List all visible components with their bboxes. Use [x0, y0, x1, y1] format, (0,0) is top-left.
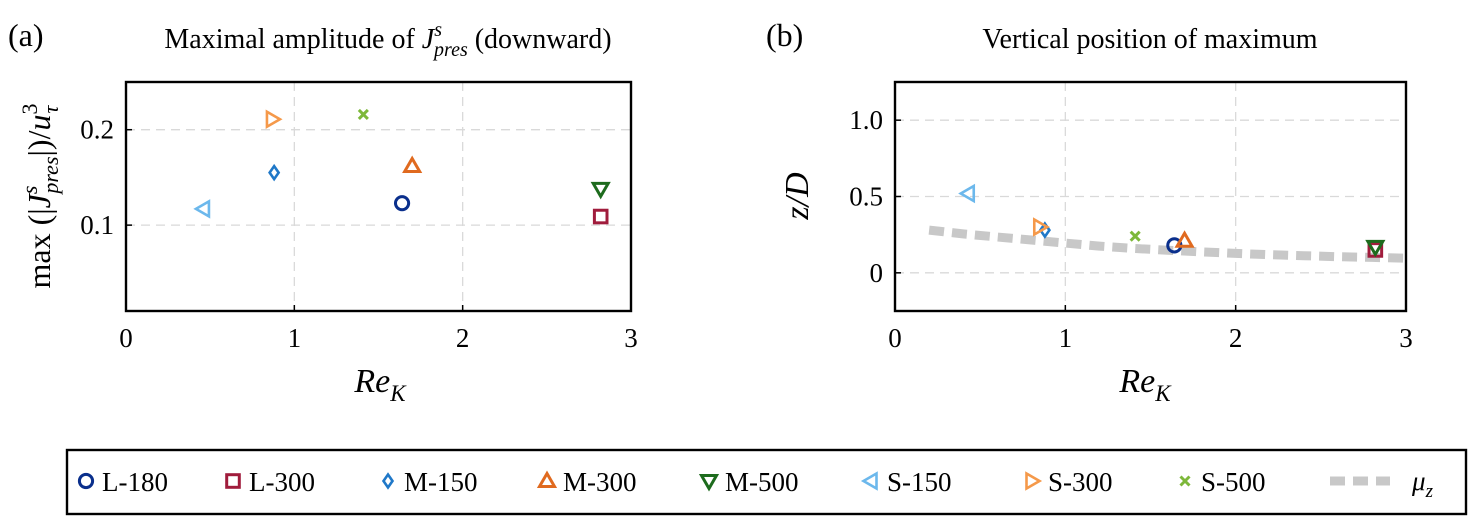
legend-label-l-180: L-180: [102, 467, 168, 497]
panel-a-xtick-label: 1: [288, 323, 302, 353]
panel-b-ytick-label: 1.0: [849, 105, 883, 135]
panel-a: (a) Maximal amplitude of Js pres (downwar…: [8, 17, 638, 406]
panel-b-ytick-label: 0.5: [849, 182, 883, 212]
legend-label-m-300: M-300: [563, 467, 637, 497]
panel-a-xlabel: ReK: [353, 363, 407, 406]
panel-a-label: (a): [8, 17, 44, 53]
legend-marker-s-150: [860, 471, 878, 491]
legend-label-s-300: S-300: [1048, 467, 1113, 497]
panel-b-title: Vertical position of maximum: [982, 24, 1317, 55]
panel-b-xtick-label: 1: [1059, 323, 1073, 353]
panel-a-point-m-300: [402, 155, 423, 173]
panel-b: (b) Vertical position of maximum z/D ReK…: [766, 17, 1413, 406]
panel-b-point-m-300: [1174, 230, 1195, 248]
legend-marker-m-500: [698, 474, 720, 492]
legend-marker-l-300: [225, 473, 241, 489]
panel-a-axes-frame: [124, 80, 633, 313]
mu-z-curve: [928, 225, 1407, 263]
panel-b-xtick-label: 3: [1399, 323, 1413, 353]
legend-label-mu-z: μz: [1411, 466, 1434, 502]
panel-b-xlabel: ReK: [1118, 363, 1172, 406]
legend-marker-s-300: [1025, 471, 1043, 491]
panel-b-point-s-150: [958, 183, 976, 204]
panel-a-xtick-label: 0: [119, 323, 133, 353]
panel-b-xtick-label: 2: [1229, 323, 1243, 353]
panel-b-point-s-500: [1129, 230, 1141, 242]
legend-marker-s-500: [1179, 475, 1191, 487]
panel-a-title: Maximal amplitude of Js pres (downward): [164, 19, 611, 61]
panel-a-point-m-500: [590, 181, 611, 200]
legend-frame: [65, 448, 1468, 516]
panel-b-ytick-label: 0: [870, 258, 884, 288]
panel-a-ytick-label: 0.2: [80, 115, 114, 145]
panel-a-point-m-150: [268, 163, 281, 182]
panel-a-xtick-label: 2: [456, 323, 470, 353]
panel-a-point-s-150: [193, 199, 211, 219]
legend-label-s-150: S-150: [887, 467, 952, 497]
panel-b-point-m-500: [1365, 239, 1386, 258]
panel-b-label: (b): [766, 17, 803, 53]
legend-marker-l-180: [77, 472, 95, 490]
panel-a-point-l-300: [592, 208, 609, 225]
panel-a-point-l-180: [393, 195, 411, 212]
legend-marker-m-300: [536, 470, 558, 488]
legend-marker-m-150: [381, 472, 395, 490]
panel-b-xtick-label: 0: [888, 323, 902, 353]
legend-label-s-500: S-500: [1201, 467, 1266, 497]
panel-a-point-s-500: [357, 108, 369, 121]
legend-label-l-300: L-300: [249, 467, 315, 497]
panel-a-xtick-label: 3: [624, 323, 638, 353]
panel-a-ylabel: max (|Jspres|)/u3τ: [17, 104, 63, 289]
legend-label-m-500: M-500: [725, 467, 799, 497]
legend-label-m-150: M-150: [404, 467, 478, 497]
panel-a-ytick-label: 0.1: [80, 210, 114, 240]
legend: L-180 L-300 M-150 M-300 M-500 S-150 S-300 S-500…: [65, 448, 1468, 516]
panel-a-point-s-300: [265, 109, 283, 129]
panel-b-ylabel: z/D: [779, 172, 816, 221]
panel-b-point-s-300: [1032, 217, 1050, 237]
